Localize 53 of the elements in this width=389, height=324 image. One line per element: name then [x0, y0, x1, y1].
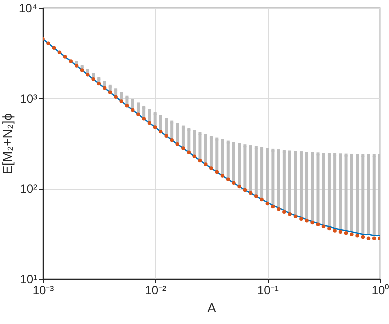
point — [367, 154, 370, 158]
point — [98, 77, 101, 80]
y-tick-label: 10¹ — [20, 272, 38, 286]
point — [282, 150, 286, 154]
point — [334, 153, 337, 156]
point — [170, 120, 174, 124]
point — [188, 128, 191, 132]
point — [316, 152, 320, 156]
x-tick-label: 10⁻² — [145, 284, 167, 298]
point — [244, 144, 247, 148]
y-tick-label: 10⁴ — [18, 2, 38, 16]
point — [159, 115, 162, 118]
point — [232, 142, 236, 146]
point — [114, 88, 118, 92]
x-axis-title: A — [208, 300, 217, 316]
point — [86, 69, 90, 72]
point — [142, 106, 146, 109]
x-tick-label: 10⁻¹ — [257, 284, 279, 298]
point — [108, 84, 112, 88]
point — [238, 143, 242, 146]
point — [165, 118, 168, 122]
point — [372, 154, 376, 158]
point — [254, 146, 258, 150]
point — [92, 73, 96, 76]
point — [272, 148, 275, 152]
point — [266, 148, 270, 152]
point — [249, 146, 252, 149]
point — [221, 139, 224, 142]
point — [294, 151, 298, 154]
point — [311, 152, 314, 156]
point — [103, 81, 106, 84]
x-tick-label: 10⁻³ — [32, 284, 54, 298]
x-tick-label: 10⁰ — [372, 284, 389, 298]
point — [126, 96, 129, 99]
point — [339, 154, 342, 157]
point — [204, 134, 208, 138]
point — [216, 138, 219, 141]
y-axis-title: E[M₂+N₂]ϕ — [0, 113, 15, 175]
point — [131, 99, 134, 102]
point — [148, 109, 152, 112]
point — [226, 140, 230, 144]
y-tick-label: 10² — [20, 182, 38, 196]
point — [350, 154, 354, 157]
point — [176, 123, 180, 126]
point — [193, 130, 196, 134]
point — [120, 92, 124, 96]
point — [322, 152, 326, 156]
point — [154, 112, 157, 116]
point — [277, 150, 280, 153]
point — [344, 154, 348, 157]
point — [198, 132, 202, 136]
y-tick-label: 10³ — [20, 92, 38, 106]
point — [362, 154, 365, 158]
